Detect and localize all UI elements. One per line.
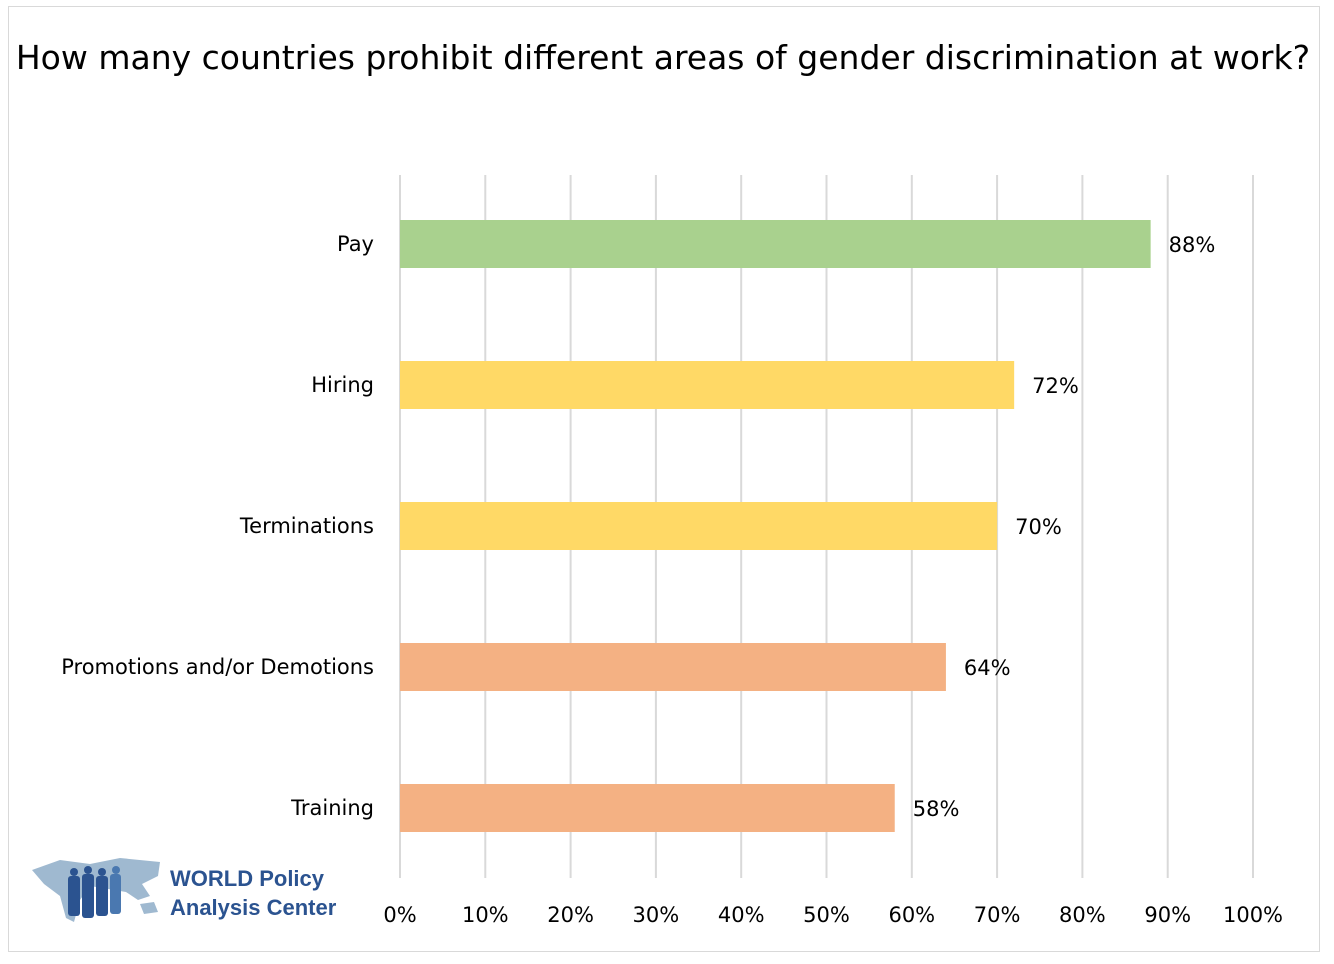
bar [400, 361, 1015, 409]
category-label: Hiring [311, 373, 374, 397]
category-label: Training [290, 796, 374, 820]
x-tick-label: 80% [1059, 903, 1106, 927]
data-label: 58% [913, 797, 960, 821]
world-policy-logo [32, 858, 160, 922]
x-tick-label: 40% [718, 903, 765, 927]
x-tick-label: 20% [547, 903, 594, 927]
logo-text: WORLD Policy Analysis Center [170, 866, 337, 920]
x-tick-label: 90% [1144, 903, 1191, 927]
data-label: 70% [1015, 515, 1062, 539]
bar [400, 643, 946, 691]
x-tick-label: 100% [1223, 903, 1283, 927]
category-label: Promotions and/or Demotions [61, 655, 374, 679]
bar [400, 502, 998, 550]
data-label: 72% [1032, 374, 1079, 398]
bar [400, 784, 895, 832]
x-tick-label: 10% [462, 903, 509, 927]
data-label: 64% [964, 656, 1011, 680]
category-label: Terminations [239, 514, 374, 538]
x-tick-label: 30% [633, 903, 680, 927]
bar [400, 220, 1151, 268]
chart-title: How many countries prohibit different ar… [15, 38, 1311, 77]
x-tick-label: 70% [974, 903, 1021, 927]
category-label: Pay [337, 232, 374, 256]
x-tick-label: 60% [888, 903, 935, 927]
x-tick-label: 50% [803, 903, 850, 927]
data-label: 88% [1169, 233, 1216, 257]
x-tick-label: 0% [383, 903, 416, 927]
